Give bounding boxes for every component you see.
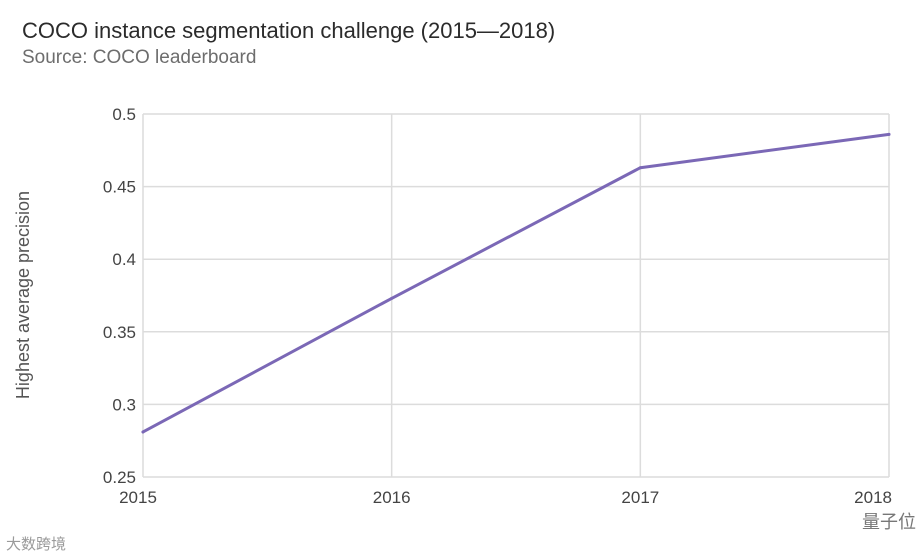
chart-subtitle: Source: COCO leaderboard [22, 47, 257, 68]
y-axis-label: Highest average precision [13, 191, 33, 399]
data-point [141, 430, 145, 434]
x-tick-label: 2015 [119, 488, 157, 507]
watermark-left: 大数跨境 [6, 536, 67, 553]
series-line [141, 132, 891, 434]
x-axis-ticks: 2015 2016 2017 2018 [119, 488, 892, 507]
chart-title: COCO instance segmentation challenge (20… [22, 18, 556, 43]
data-point [887, 132, 891, 136]
data-point [390, 296, 394, 300]
x-tick-label: 2017 [621, 488, 659, 507]
y-tick-label: 0.4 [112, 250, 136, 269]
y-tick-label: 0.25 [103, 468, 136, 487]
y-tick-label: 0.5 [112, 105, 136, 124]
y-tick-label: 0.3 [112, 395, 136, 414]
grid-lines [142, 113, 890, 478]
x-tick-label: 2018 [854, 488, 892, 507]
y-tick-label: 0.35 [103, 323, 136, 342]
watermark-right: 量子位 [862, 512, 916, 532]
y-axis-ticks: 0.25 0.3 0.35 0.4 0.45 0.5 [103, 105, 136, 487]
series-group [141, 132, 891, 434]
x-tick-label: 2016 [373, 488, 411, 507]
y-tick-label: 0.45 [103, 178, 136, 197]
data-point [638, 166, 642, 170]
